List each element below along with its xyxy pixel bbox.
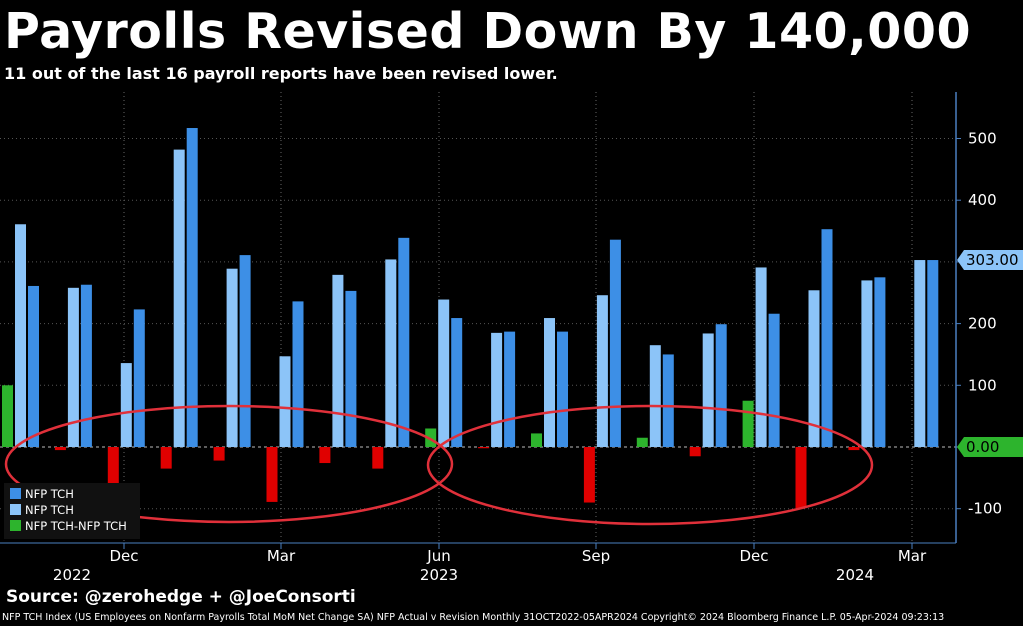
revision-bar: [425, 428, 437, 447]
revision-bar: [372, 447, 384, 469]
revised-bar: [67, 287, 79, 447]
revised-bar: [173, 149, 185, 447]
revision-bar: [319, 447, 331, 464]
x-month-label: Mar: [267, 547, 296, 565]
actual-bar: [927, 260, 939, 447]
x-month-label: Mar: [898, 547, 927, 565]
page-title: Payrolls Revised Down By 140,000: [4, 3, 972, 60]
last-value-tag-payrolls-label: 303.00: [966, 251, 1019, 269]
y-tick-label: -100: [968, 500, 1002, 518]
x-month-label: Dec: [739, 547, 768, 565]
revision-bar: [213, 447, 225, 461]
actual-bar: [557, 331, 568, 447]
actual-bar: [609, 239, 621, 447]
revision-bar: [531, 433, 542, 447]
revised-bar: [15, 224, 26, 447]
actual-bar: [28, 285, 39, 447]
actual-bar: [662, 354, 674, 447]
actual-bar: [715, 324, 727, 447]
actual-bar: [292, 301, 304, 447]
legend-label-revision: NFP TCH-NFP TCH: [25, 519, 127, 533]
revision-bar: [107, 447, 119, 501]
actual-bar: [239, 255, 251, 447]
legend-swatch-actual: [10, 488, 21, 499]
last-value-tag-revision: [957, 437, 1023, 457]
x-month-label: Dec: [109, 547, 138, 565]
revised-bar: [596, 295, 608, 447]
revised-bar: [808, 290, 820, 447]
actual-bar: [133, 309, 145, 447]
actual-bar: [345, 290, 357, 447]
revised-bar: [438, 299, 450, 447]
revision-bar: [742, 400, 754, 447]
x-month-label: Jun: [426, 547, 450, 565]
source-credit: Source: @zerohedge + @JoeConsorti: [6, 587, 356, 607]
legend-item-revision: NFP TCH-NFP TCH: [10, 519, 127, 535]
revised-bar: [755, 267, 767, 447]
revised-bar: [226, 268, 238, 447]
x-year-label: 2023: [420, 566, 458, 584]
actual-bar: [821, 229, 833, 447]
actual-bar: [768, 313, 780, 447]
revision-bar: [848, 447, 860, 451]
revised-bar: [702, 333, 714, 447]
actual-bar: [80, 284, 92, 447]
actual-bar: [398, 237, 410, 447]
legend-item-revised: NFP TCH: [10, 503, 74, 519]
actual-bar: [451, 318, 463, 447]
x-year-label: 2024: [836, 566, 874, 584]
last-value-tag-revision-label: 0.00: [966, 438, 999, 456]
highlight-ellipse-right: [426, 404, 874, 526]
legend-swatch-revised: [10, 504, 21, 515]
chart-legend: NFP TCH NFP TCH NFP TCH-NFP TCH: [4, 483, 140, 539]
x-year-label: 2022: [53, 566, 91, 584]
legend-swatch-revision: [10, 520, 21, 531]
revised-bar: [544, 318, 555, 447]
revised-bar: [120, 363, 132, 447]
legend-label-actual: NFP TCH: [25, 487, 74, 501]
revision-bar: [478, 447, 490, 449]
y-tick-label: 100: [968, 376, 997, 394]
legend-item-actual: NFP TCH: [10, 487, 74, 503]
y-tick-label: 200: [968, 315, 997, 333]
last-value-tag-payrolls: [957, 250, 1023, 271]
y-tick-label: 400: [968, 191, 997, 209]
revision-bar: [583, 447, 595, 503]
revision-bar: [266, 447, 278, 502]
actual-bar: [186, 128, 198, 448]
revision-bar: [160, 447, 172, 469]
highlight-ellipse-left: [4, 404, 454, 524]
revision-bar: [2, 385, 13, 447]
x-month-label: Sep: [582, 547, 610, 565]
revised-bar: [385, 259, 397, 447]
revision-bar: [54, 447, 66, 451]
y-tick-label: 500: [968, 130, 997, 148]
revised-bar: [491, 332, 503, 447]
revised-bar: [649, 345, 661, 447]
bloomberg-footer: NFP TCH Index (US Employees on Nonfarm P…: [2, 612, 945, 623]
page-subtitle: 11 out of the last 16 payroll reports ha…: [4, 64, 558, 83]
actual-bar: [504, 331, 516, 447]
revised-bar: [914, 260, 926, 447]
revision-bar: [636, 437, 648, 447]
revised-bar: [279, 356, 291, 447]
legend-label-revised: NFP TCH: [25, 503, 74, 517]
revised-bar: [861, 280, 873, 447]
revision-bar: [795, 447, 807, 509]
revised-bar: [332, 274, 344, 447]
revision-bar: [689, 447, 701, 457]
actual-bar: [874, 277, 886, 447]
